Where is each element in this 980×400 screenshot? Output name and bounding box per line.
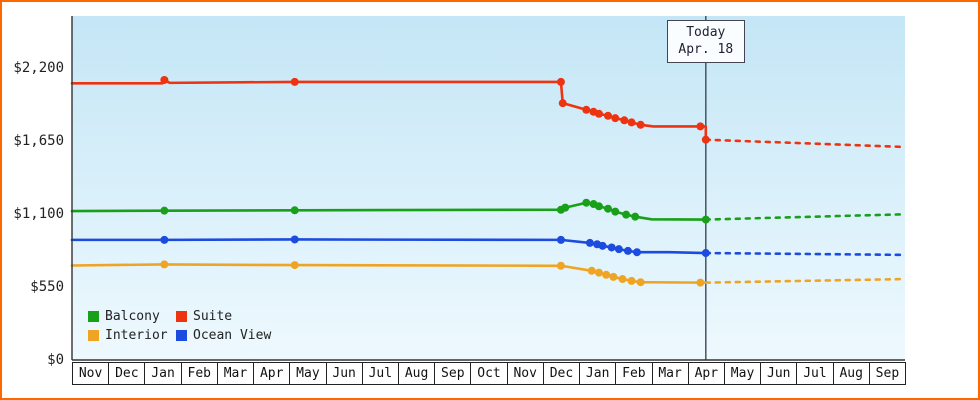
series-ocean-view-point xyxy=(632,248,641,257)
legend-label: Ocean View xyxy=(193,328,272,343)
month-cell: Dec xyxy=(542,362,581,385)
legend-label: Suite xyxy=(193,309,233,324)
series-suite-point xyxy=(290,77,299,86)
series-balcony-point xyxy=(594,202,603,211)
month-cell: Mar xyxy=(216,362,255,385)
series-ocean-view-point xyxy=(614,245,623,254)
series-balcony-point xyxy=(622,210,631,219)
series-interior-point xyxy=(290,261,299,270)
series-balcony-point xyxy=(701,215,710,224)
series-balcony-point xyxy=(290,206,299,215)
series-suite-point xyxy=(696,122,705,131)
month-cell: Jun xyxy=(325,362,363,385)
month-cell: Mar xyxy=(651,362,689,385)
series-balcony-point xyxy=(582,198,591,207)
series-balcony-point xyxy=(160,206,169,215)
y-tick-label: $1,650 xyxy=(13,133,64,149)
x-axis: Nov Dec Jan Feb Mar Apr May Jun Jul Aug Sep Oct Nov D… xyxy=(72,362,907,385)
legend-swatch-icon xyxy=(88,311,99,322)
month-cell: Jan xyxy=(579,362,617,385)
legend-item-suite: Suite xyxy=(176,310,271,323)
series-interior-point xyxy=(627,276,636,285)
month-cell: Aug xyxy=(397,362,436,385)
series-suite-forecast-line xyxy=(704,138,907,149)
series-balcony-point xyxy=(561,203,570,212)
series-interior-point xyxy=(609,272,618,281)
legend-item-balcony: Balcony xyxy=(88,310,176,323)
legend-label: Interior xyxy=(105,328,168,343)
series-ocean-view-forecast-line xyxy=(704,251,907,257)
y-tick-label: $550 xyxy=(30,279,64,295)
month-cell: Jul xyxy=(796,362,834,385)
month-cell: Sep xyxy=(868,362,907,385)
month-cell: Oct xyxy=(470,362,508,385)
month-cell: Nov xyxy=(72,362,110,385)
series-ocean-view-point xyxy=(160,235,169,244)
month-cell: Jan xyxy=(144,362,182,385)
series-ocean-view-point xyxy=(585,238,594,247)
series-ocean-view-point xyxy=(623,246,632,255)
legend-swatch-icon xyxy=(88,330,99,341)
series-ocean-view-point xyxy=(607,243,616,252)
legend-swatch-icon xyxy=(176,311,187,322)
series-suite-point xyxy=(701,135,710,144)
series-suite-point xyxy=(636,120,645,129)
series-interior-point xyxy=(594,268,603,277)
series-balcony-point xyxy=(611,207,620,216)
month-cell: May xyxy=(723,362,762,385)
series-ocean-view-point xyxy=(701,249,710,258)
today-date: Apr. 18 xyxy=(678,42,734,57)
month-cell: Apr xyxy=(253,362,291,385)
month-cell: Jul xyxy=(361,362,399,385)
month-cell: Feb xyxy=(180,362,218,385)
series-balcony-forecast-line xyxy=(704,212,907,221)
series-balcony-point xyxy=(604,204,613,213)
legend-item-interior: Interior xyxy=(88,329,176,342)
today-marker: Today Apr. 18 xyxy=(666,20,745,63)
plot-background xyxy=(72,16,905,360)
series-interior-point xyxy=(618,275,627,284)
series-ocean-view-point xyxy=(556,235,565,244)
series-interior-point xyxy=(696,278,705,287)
series-suite-point xyxy=(556,77,565,86)
series-interior-point xyxy=(587,266,596,275)
month-cell: Feb xyxy=(615,362,653,385)
month-cell: Nov xyxy=(506,362,544,385)
series-ocean-view-point xyxy=(598,241,607,250)
series-interior-point xyxy=(160,260,169,269)
series-interior-forecast-line xyxy=(704,277,907,284)
legend: Balcony Suite Interior Ocean View xyxy=(88,310,271,342)
y-tick-label: $0 xyxy=(47,352,64,368)
series-suite-point xyxy=(604,111,613,120)
legend-swatch-icon xyxy=(176,330,187,341)
series-interior-point xyxy=(636,278,645,287)
series-suite-point xyxy=(611,114,620,123)
series-suite-point xyxy=(594,109,603,118)
series-suite-point xyxy=(620,116,629,125)
month-cell: Aug xyxy=(832,362,870,385)
series-balcony-point xyxy=(631,212,640,221)
y-tick-label: $2,200 xyxy=(13,60,64,76)
month-cell: Dec xyxy=(108,362,146,385)
series-suite-point xyxy=(627,118,636,127)
series-ocean-view-point xyxy=(290,235,299,244)
month-cell: Sep xyxy=(434,362,472,385)
series-suite-point xyxy=(582,105,591,114)
series-interior-point xyxy=(602,270,611,279)
today-label: Today xyxy=(686,25,726,40)
month-cell: May xyxy=(289,362,327,385)
month-cell: Apr xyxy=(687,362,725,385)
series-suite-point xyxy=(558,99,567,108)
legend-item-ocean-view: Ocean View xyxy=(176,329,271,342)
y-tick-label: $1,100 xyxy=(13,206,64,222)
series-suite-point xyxy=(160,75,169,84)
month-cell: Jun xyxy=(760,362,798,385)
legend-label: Balcony xyxy=(105,309,160,324)
series-interior-point xyxy=(556,261,565,270)
